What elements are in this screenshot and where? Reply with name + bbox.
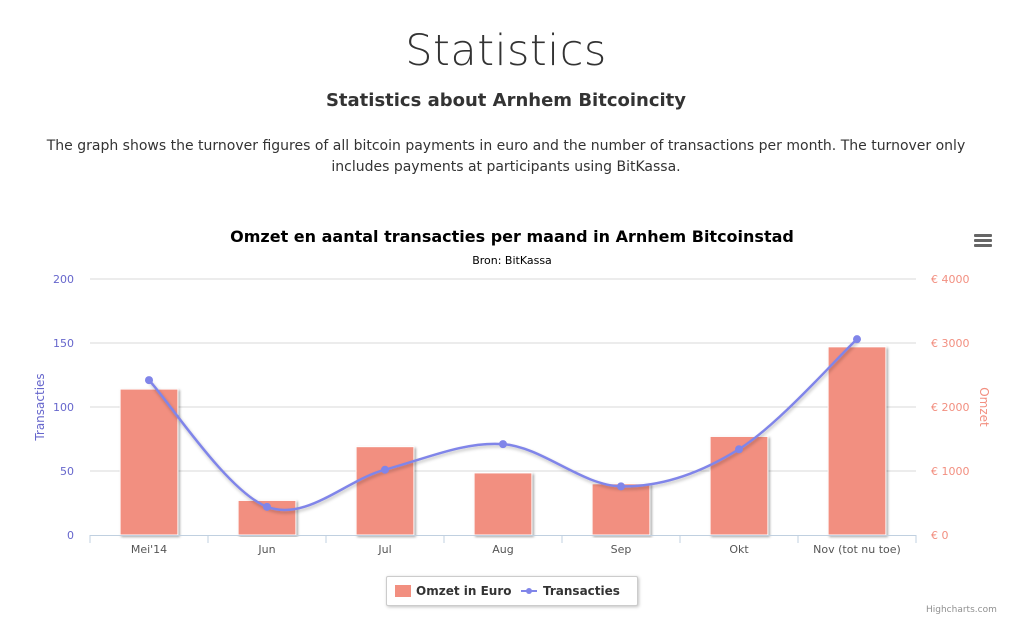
x-tick-label: Aug bbox=[492, 543, 513, 556]
x-tick-label: Jun bbox=[257, 543, 275, 556]
hamburger-menu-icon[interactable] bbox=[972, 232, 994, 250]
column-swatch-icon bbox=[395, 585, 411, 597]
legend-item-transacties[interactable]: Transacties bbox=[521, 577, 620, 605]
right-tick-label: € 0 bbox=[931, 529, 949, 542]
legend-label-omzet: Omzet in Euro bbox=[416, 584, 512, 598]
omzet-bar bbox=[827, 346, 887, 536]
right-tick-label: € 3000 bbox=[931, 337, 970, 350]
line-marker-icon bbox=[521, 585, 537, 597]
left-tick-label: 100 bbox=[53, 401, 74, 414]
right-axis-title: Omzet bbox=[977, 387, 991, 427]
legend-item-omzet[interactable]: Omzet in Euro bbox=[395, 577, 511, 605]
x-tick-label: Mei'14 bbox=[131, 543, 167, 556]
transacties-point bbox=[145, 376, 153, 385]
x-tick-label: Nov (tot nu toe) bbox=[813, 543, 901, 556]
transacties-point bbox=[853, 335, 861, 344]
omzet-bar bbox=[119, 388, 179, 536]
chart-subtitle: Bron: BitKassa bbox=[472, 254, 552, 267]
omzet-bar bbox=[591, 483, 651, 536]
x-tick-label: Sep bbox=[611, 543, 632, 556]
left-tick-label: 150 bbox=[53, 337, 74, 350]
chart-legend: Omzet in Euro Transacties bbox=[386, 576, 638, 606]
page-title: Statistics bbox=[405, 26, 607, 76]
credits-link[interactable]: Highcharts.com bbox=[926, 605, 997, 615]
x-tick-label: Jul bbox=[377, 543, 391, 556]
left-axis-title: Transacties bbox=[33, 373, 47, 441]
omzet-bar bbox=[473, 472, 533, 536]
right-tick-label: € 2000 bbox=[931, 401, 970, 414]
page-subtitle: Statistics about Arnhem Bitcoincity bbox=[325, 90, 687, 111]
left-tick-label: 0 bbox=[67, 529, 74, 542]
right-tick-label: € 4000 bbox=[931, 273, 970, 286]
x-tick-label: Okt bbox=[729, 543, 749, 556]
left-tick-label: 200 bbox=[53, 273, 74, 286]
legend-label-transacties: Transacties bbox=[543, 584, 620, 598]
left-tick-label: 50 bbox=[60, 465, 74, 478]
page-description: The graph shows the turnover figures of … bbox=[46, 138, 966, 175]
omzet-bar bbox=[355, 446, 415, 536]
transacties-point bbox=[735, 445, 743, 454]
right-tick-label: € 1000 bbox=[931, 465, 970, 478]
transacties-point bbox=[499, 440, 507, 449]
transacties-point bbox=[617, 482, 625, 491]
transacties-point bbox=[263, 502, 271, 511]
chart-title: Omzet en aantal transacties per maand in… bbox=[230, 227, 794, 246]
transacties-point bbox=[381, 465, 389, 474]
